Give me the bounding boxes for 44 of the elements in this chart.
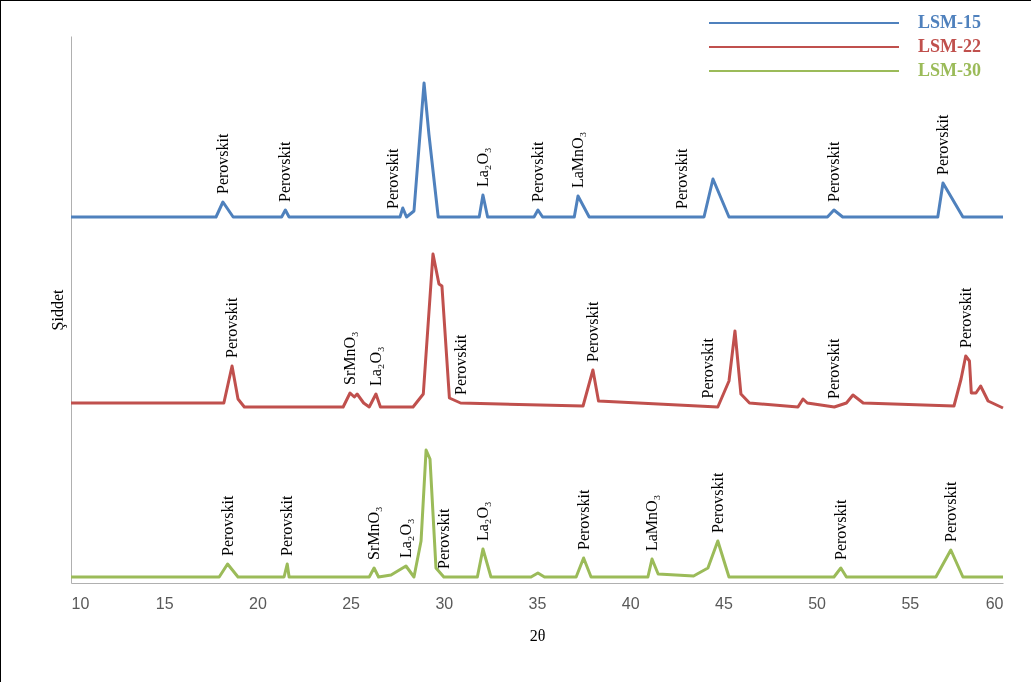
annotation: Perovskit bbox=[941, 481, 959, 542]
annotation: Perovskit bbox=[574, 489, 592, 550]
x-tick-label: 25 bbox=[342, 594, 361, 612]
annotation: SrMnO₃ bbox=[365, 506, 383, 560]
annotation: Perovskit bbox=[278, 495, 296, 556]
x-tick-label: 55 bbox=[901, 594, 920, 612]
x-tick-label: 40 bbox=[621, 594, 640, 612]
x-tick-label: 45 bbox=[715, 594, 733, 612]
text: LSM-22 bbox=[918, 36, 981, 56]
text: LSM-15 bbox=[918, 12, 981, 32]
annotation: Perovskit bbox=[956, 287, 974, 348]
x-tick-label: 30 bbox=[435, 594, 454, 612]
annotation: Perovskit bbox=[933, 114, 951, 175]
annotation: Perovskit bbox=[673, 148, 691, 209]
annotation: LaMnO₃ bbox=[643, 494, 661, 551]
x-tick-label: 50 bbox=[808, 594, 827, 612]
annotation: Perovskit bbox=[831, 499, 849, 560]
annotation: Perovskit bbox=[384, 148, 402, 209]
annotation: La₂O₃ bbox=[396, 518, 414, 558]
annotation: Perovskit bbox=[451, 334, 469, 395]
annotation: Perovskit bbox=[824, 141, 842, 202]
annotation: Perovskit bbox=[218, 495, 236, 556]
annotation: La₂O₃ bbox=[366, 346, 384, 386]
annotation: LaMnO₃ bbox=[569, 131, 587, 188]
annotation: Perovskit bbox=[699, 337, 717, 399]
annotation: Perovskit bbox=[708, 472, 726, 533]
y-axis-title: Şiddet bbox=[48, 289, 67, 331]
annotation: Perovskit bbox=[213, 133, 231, 194]
annotation: Perovskit bbox=[276, 141, 294, 202]
x-tick-label: 35 bbox=[528, 594, 547, 612]
annotation: La₂O₃ bbox=[473, 501, 491, 541]
x-axis-title: 2θ bbox=[529, 626, 546, 644]
annotation: Perovskit bbox=[583, 301, 601, 362]
x-tick-label: 10 bbox=[71, 594, 90, 612]
annotation: Perovskit bbox=[223, 297, 241, 358]
annotation: Perovskit bbox=[434, 508, 452, 569]
text: LSM-30 bbox=[918, 60, 981, 80]
x-tick-label: 15 bbox=[155, 594, 174, 612]
x-tick-label: 20 bbox=[249, 594, 267, 612]
annotation: SrMnO₃ bbox=[341, 331, 359, 385]
annotation: Perovskit bbox=[528, 141, 546, 202]
annotation: La₂O₃ bbox=[473, 147, 491, 187]
annotation: Perovskit bbox=[825, 338, 843, 399]
x-tick-label: 60 bbox=[985, 594, 1004, 612]
